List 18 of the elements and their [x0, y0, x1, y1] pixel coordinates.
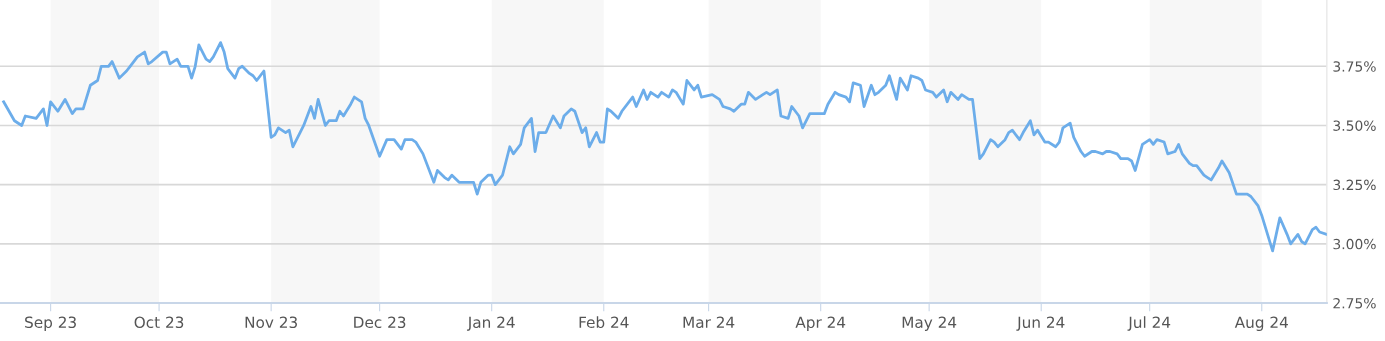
x-tick-label: May 24: [902, 316, 957, 331]
x-tick-label: Apr 24: [795, 316, 846, 331]
x-tick-label: Feb 24: [579, 316, 629, 329]
y-tick-label: 3.00%: [1333, 238, 1376, 250]
y-tick-label: 3.75%: [1333, 61, 1376, 72]
x-tick-label: Aug 24: [1234, 316, 1288, 331]
x-tick-label: Dec 23: [354, 316, 406, 329]
x-tick-label: Jul 24: [1127, 316, 1171, 331]
x-tick-label: Sep 23: [25, 316, 76, 331]
y-tick-label: 2.75%: [1333, 297, 1376, 309]
x-tick-label: Jan 24: [466, 316, 515, 331]
x-tick-label: Jun 24: [1016, 316, 1065, 331]
y-tick-label: 3.25%: [1333, 179, 1376, 191]
x-tick-label: Nov 23: [245, 316, 297, 329]
line-series: [2, 41, 1327, 253]
x-tick-label: Oct 23: [134, 316, 184, 329]
y-tick-label: 3.50%: [1333, 120, 1376, 131]
x-tick-label: Mar 24: [683, 316, 735, 329]
